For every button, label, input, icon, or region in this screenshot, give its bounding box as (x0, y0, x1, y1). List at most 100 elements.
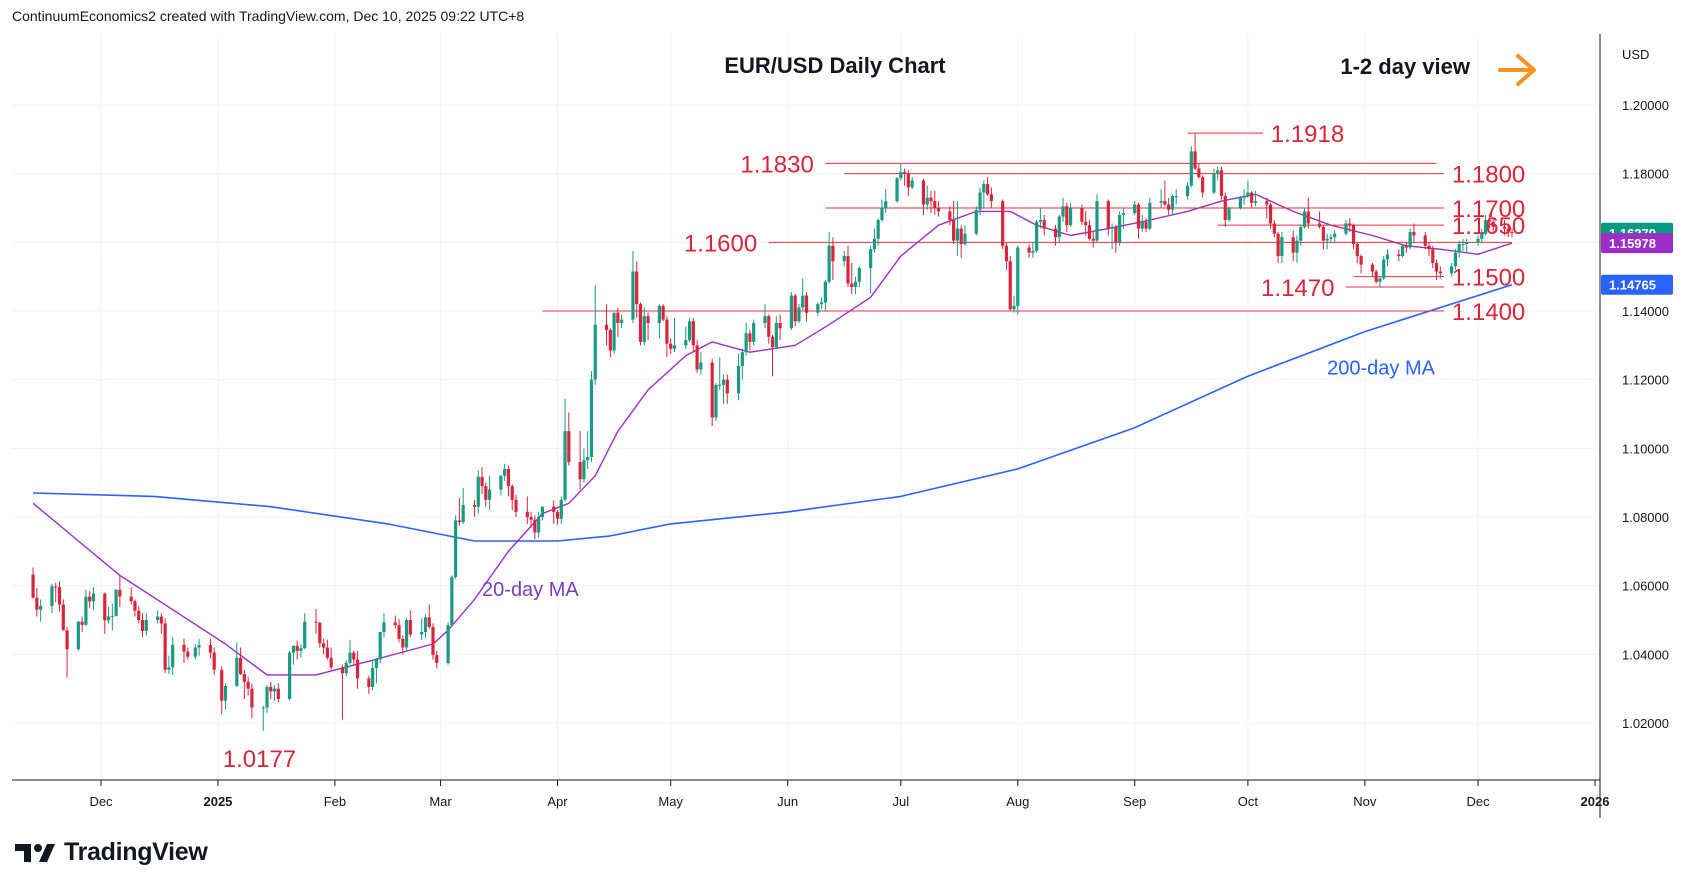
candle-body (1038, 220, 1043, 222)
candle-body (635, 271, 639, 305)
candle-body (804, 295, 809, 313)
candle-body (669, 343, 673, 349)
candle-body (582, 460, 586, 480)
candle-body (261, 707, 265, 709)
level-label: 1.1800 (1452, 162, 1525, 189)
price-tick-label: 1.06000 (1622, 579, 1669, 594)
candle-body (1167, 204, 1171, 210)
candle-body (1321, 226, 1325, 241)
candle-body (35, 597, 39, 610)
candle-body (61, 604, 65, 631)
candle-body (842, 256, 846, 262)
candle-body (1057, 216, 1061, 238)
candle-body (367, 678, 371, 687)
candle-body (857, 268, 861, 282)
candle-body (563, 431, 567, 500)
candle-body (1133, 204, 1137, 214)
currency-label: USD (1622, 47, 1649, 62)
candle-body (1148, 202, 1152, 229)
level-label: 1.1600 (684, 230, 757, 257)
candle-body (1408, 232, 1412, 248)
candle-body (1431, 249, 1435, 263)
candle-body (608, 329, 612, 351)
time-tick-label: Aug (1006, 794, 1029, 809)
time-tick-label: Mar (429, 794, 452, 809)
candle-body (691, 321, 695, 346)
grid (12, 34, 1600, 780)
candle-body (657, 305, 661, 324)
candle-body (1510, 232, 1514, 234)
time-tick-label: 2026 (1581, 794, 1610, 809)
time-tick-label: Dec (89, 794, 113, 809)
chart-title: EUR/USD Daily Chart (724, 53, 946, 78)
candle-body (193, 647, 197, 657)
candle-body (1400, 245, 1405, 257)
candle-body (340, 667, 345, 674)
candle-body (1246, 192, 1250, 196)
candle-body (1355, 244, 1359, 257)
candle-body (238, 657, 243, 674)
candle-body (435, 655, 439, 663)
candle-body (1016, 247, 1020, 306)
candle-body (540, 506, 545, 517)
annotations-layer: 20-day MA 200-day MA (482, 358, 1436, 601)
candle-body (499, 475, 503, 490)
candle-body (774, 323, 778, 348)
price-tick-label: 1.08000 (1622, 510, 1669, 525)
candles-layer (31, 133, 1514, 731)
candle-body (1434, 262, 1439, 272)
candle-body (103, 593, 107, 621)
candle-body (672, 345, 677, 349)
candle-body (718, 384, 722, 386)
candle-body (212, 652, 216, 670)
candle-body (404, 620, 409, 648)
time-axis[interactable]: Dec 2025 Feb Mar Apr May Jun Jul Aug Sep Oct Nov Dec… (89, 780, 1609, 809)
candle-body (1423, 235, 1427, 246)
candle-body (770, 336, 775, 348)
candle-body (110, 615, 114, 617)
candle-body (1412, 232, 1416, 236)
candle-body (159, 616, 163, 624)
candle-body (208, 645, 213, 653)
candle-body (974, 209, 978, 234)
candle-body (1359, 256, 1363, 265)
candle-body (978, 192, 982, 210)
candle-body (1299, 226, 1303, 241)
candle-body (1427, 245, 1431, 250)
ma-annotation: 200-day MA (1327, 358, 1435, 380)
candle-body (1306, 211, 1310, 224)
candle-body (1280, 237, 1284, 257)
candle-body (638, 304, 643, 342)
chart-credit: ContinuumEconomics2 created with Trading… (12, 8, 525, 24)
candle-body (604, 324, 609, 330)
candle-body (450, 577, 454, 626)
candle-body (431, 626, 435, 656)
candle-body (314, 621, 318, 623)
price-axis[interactable]: 1.200001.180001.160001.140001.120001.100… (1622, 98, 1669, 731)
candle-body (1193, 151, 1197, 169)
candle-body (710, 362, 714, 418)
candle-body (480, 476, 484, 487)
candle-body (186, 651, 190, 657)
candle-body (797, 307, 801, 322)
candle-body (1174, 195, 1178, 197)
candle-body (1476, 238, 1480, 243)
candle-body (1114, 226, 1118, 243)
candle-body (171, 644, 175, 668)
candle-body (1250, 192, 1254, 203)
candle-body (182, 644, 186, 652)
candle-body (476, 476, 480, 507)
candle-body (1438, 271, 1442, 274)
candle-body (348, 652, 352, 663)
candle-body (778, 323, 782, 329)
candle-body (1461, 244, 1465, 246)
candle-body (129, 596, 133, 602)
candle-body (355, 659, 360, 679)
candle-body (895, 178, 899, 202)
candle-body (265, 686, 269, 708)
candle-body (163, 623, 167, 670)
candle-body (1502, 226, 1507, 229)
candle-body (80, 621, 84, 625)
